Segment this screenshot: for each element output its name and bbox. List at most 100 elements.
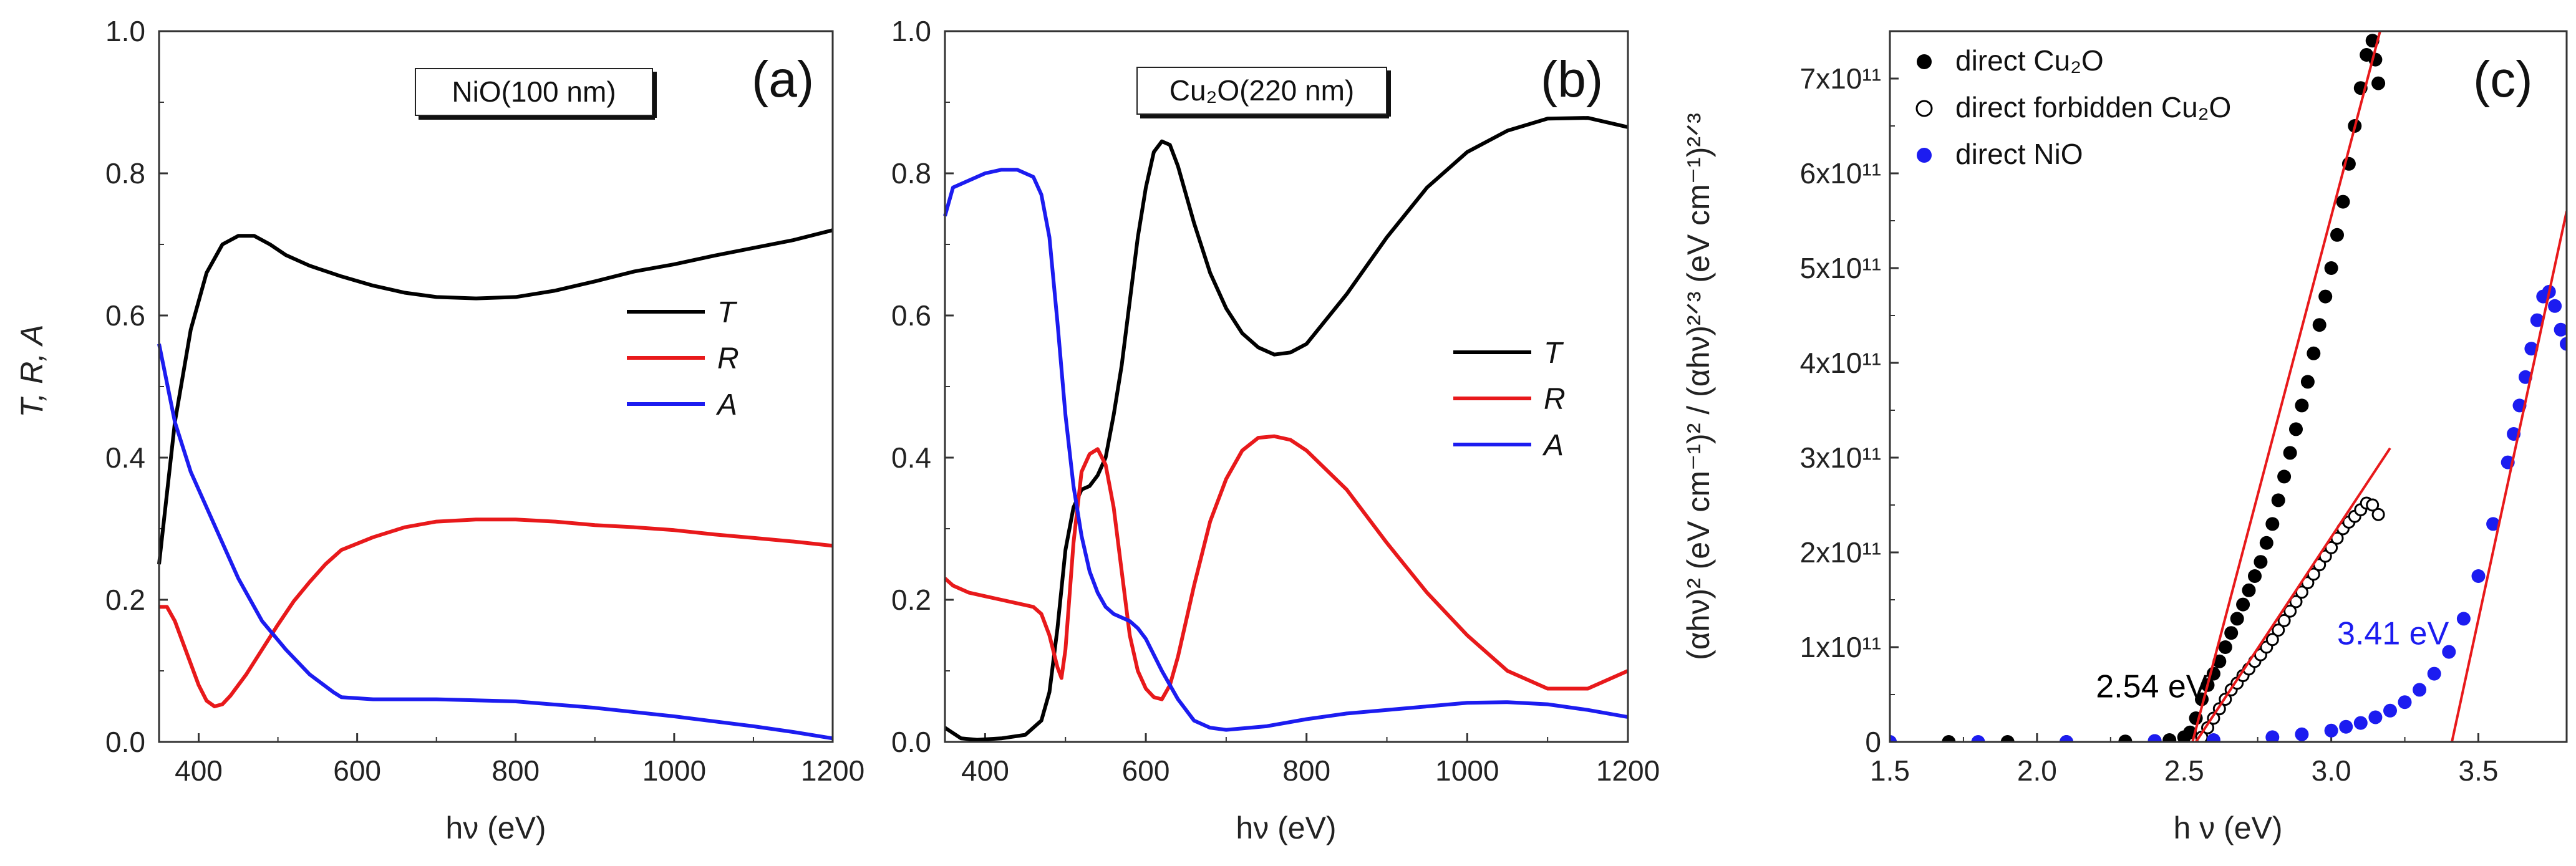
x-tick-label: 1200 bbox=[801, 754, 864, 787]
data-point bbox=[2283, 446, 2297, 460]
data-point bbox=[2162, 733, 2177, 742]
y-tick-label: 5x10¹¹ bbox=[1800, 252, 1881, 284]
panel-a-series bbox=[157, 228, 833, 741]
data-point bbox=[1890, 735, 1897, 742]
y-tick-label: 2x10¹¹ bbox=[1800, 536, 1881, 569]
data-point bbox=[2524, 342, 2539, 356]
fit-line bbox=[2191, 31, 2381, 742]
data-point bbox=[2486, 517, 2501, 531]
y-tick-label: 0.8 bbox=[105, 157, 145, 190]
data-point bbox=[2324, 261, 2338, 275]
data-point bbox=[2295, 727, 2309, 741]
data-point bbox=[2312, 318, 2327, 332]
data-point bbox=[2118, 734, 2133, 742]
data-point bbox=[2560, 337, 2567, 351]
y-tick-label: 1.0 bbox=[891, 15, 931, 47]
data-point bbox=[2295, 398, 2309, 413]
y-tick-label: 0.4 bbox=[891, 441, 931, 474]
panel-a-sample-text: NiO(100 nm) bbox=[452, 75, 616, 108]
data-point bbox=[2324, 723, 2338, 738]
series-A-line bbox=[157, 344, 833, 741]
data-point bbox=[2471, 569, 2486, 583]
y-tick-label: 0.8 bbox=[891, 157, 931, 190]
y-tick-label: 0.2 bbox=[105, 584, 145, 616]
data-point bbox=[2230, 612, 2244, 626]
y-tick-label: 0.6 bbox=[105, 299, 145, 332]
panel-b-letter: (b) bbox=[1541, 51, 1603, 108]
data-point bbox=[2000, 735, 2015, 742]
legend-marker bbox=[1917, 54, 1932, 69]
x-tick-label: 1.5 bbox=[1870, 754, 1910, 787]
panel-b-legend: TRA bbox=[1453, 337, 1566, 462]
legend-label: direct NiO bbox=[1955, 138, 2083, 170]
panel-b-sample-text: Cu₂O(220 nm) bbox=[1169, 74, 1355, 107]
y-tick-label: 4x10¹¹ bbox=[1800, 347, 1881, 379]
legend-marker bbox=[1915, 100, 1933, 117]
legend-A-label: A bbox=[1542, 429, 1564, 462]
data-point bbox=[1971, 735, 1985, 742]
panel-a-sample-label: NiO(100 nm) bbox=[415, 68, 657, 120]
data-point bbox=[2272, 623, 2285, 637]
panel-c-frame bbox=[1889, 30, 2568, 743]
fit-line bbox=[2451, 211, 2567, 742]
data-point bbox=[2366, 498, 2380, 512]
y-tick-label: 6x10¹¹ bbox=[1800, 157, 1881, 190]
data-point bbox=[2265, 730, 2280, 742]
x-tick-label: 800 bbox=[1282, 754, 1330, 787]
data-point bbox=[2548, 299, 2562, 313]
legend-marker bbox=[1917, 148, 1932, 163]
data-point bbox=[2368, 710, 2383, 724]
y-tick-label: 0.6 bbox=[891, 299, 931, 332]
data-point bbox=[2398, 695, 2412, 710]
x-tick-label: 2.5 bbox=[2164, 754, 2204, 787]
panel-a-frame bbox=[158, 30, 834, 743]
data-point bbox=[2336, 195, 2350, 209]
data-point bbox=[2530, 313, 2544, 327]
data-point bbox=[2236, 597, 2250, 612]
data-point bbox=[2060, 735, 2073, 742]
legend-T-label: T bbox=[717, 296, 738, 329]
data-point bbox=[2265, 517, 2280, 531]
legend-A-label: A bbox=[715, 388, 737, 421]
y-tick-label: 3x10¹¹ bbox=[1800, 441, 1881, 474]
x-tick-label: 600 bbox=[333, 754, 381, 787]
data-point bbox=[2254, 555, 2268, 569]
x-tick-label: 2.0 bbox=[2017, 754, 2057, 787]
data-point bbox=[2212, 654, 2227, 668]
panel-a-letter: (a) bbox=[752, 51, 814, 108]
x-tick-label: 400 bbox=[175, 754, 223, 787]
data-point bbox=[2242, 583, 2256, 597]
y-tick-label: 0.0 bbox=[891, 726, 931, 758]
data-point bbox=[2259, 536, 2273, 550]
panel-a-legend: TRA bbox=[627, 296, 739, 421]
series-T-line bbox=[157, 228, 833, 565]
data-point bbox=[2147, 734, 2162, 742]
data-point bbox=[2206, 733, 2220, 742]
legend-label: direct Cu₂O bbox=[1955, 44, 2104, 77]
panel-c-xlabel: h ν (eV) bbox=[2173, 811, 2282, 845]
y-tick-label: 1x10¹¹ bbox=[1800, 631, 1881, 663]
series-A-line bbox=[943, 168, 1629, 732]
panel-c-annotations: 2.54 eV 3.41 eV bbox=[2096, 615, 2449, 705]
gap-annotation: 3.41 eV bbox=[2337, 615, 2449, 652]
y-tick-label: 1.0 bbox=[105, 15, 145, 47]
x-tick-label: 1000 bbox=[642, 754, 706, 787]
panel-a: T, R, A 400 600 800 1000 1200 0.0 0.2 0.4 0.6 0.8… bbox=[14, 15, 864, 845]
legend-R-label: R bbox=[717, 342, 739, 375]
data-point bbox=[2277, 613, 2291, 627]
data-point bbox=[2218, 640, 2232, 654]
y-tick-label: 0.2 bbox=[891, 584, 931, 616]
data-point bbox=[2371, 508, 2385, 521]
data-point bbox=[2427, 666, 2441, 681]
data-point bbox=[2300, 375, 2315, 389]
panel-a-ticks: 400 600 800 1000 1200 0.0 0.2 0.4 0.6 0.8 1.0 bbox=[105, 15, 864, 787]
panel-b-series bbox=[943, 116, 1629, 742]
data-point bbox=[2353, 716, 2368, 730]
y-tick-label: 0.4 bbox=[105, 441, 145, 474]
data-point bbox=[2277, 469, 2292, 484]
data-point bbox=[2371, 76, 2386, 90]
panel-c-letter: (c) bbox=[2473, 51, 2533, 108]
panel-c-legend: direct Cu₂O direct forbidden Cu₂O direct N… bbox=[1915, 44, 2231, 170]
series-R-line bbox=[944, 434, 1629, 701]
